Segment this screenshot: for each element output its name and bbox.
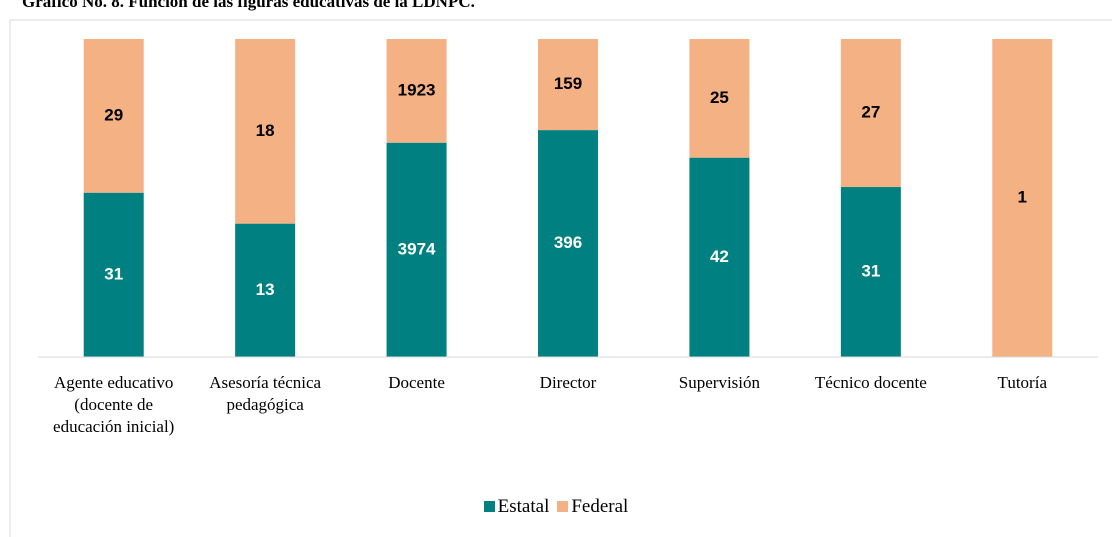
bar-segment	[386, 142, 447, 357]
value-label: 3974	[398, 239, 436, 258]
bar-segment	[538, 130, 598, 357]
legend: Estatal Federal	[0, 496, 1112, 518]
bar-segment	[992, 39, 1053, 357]
x-tick-label: Técnico docente	[814, 373, 927, 392]
bar-segment	[83, 192, 144, 357]
chart-frame	[9, 19, 1112, 537]
value-label: 1923	[398, 80, 436, 99]
x-tick-label: Docente	[388, 373, 445, 392]
value-label: 159	[554, 74, 582, 93]
bar-segment	[840, 39, 901, 188]
legend-item: Federal	[557, 496, 628, 518]
legend-label: Estatal	[497, 496, 550, 517]
legend-swatch	[483, 501, 495, 512]
value-label: 25	[710, 88, 729, 107]
chart-title: Gráfico No. 8. Función de las figuras ed…	[22, 0, 475, 11]
legend-swatch	[557, 501, 569, 512]
bar-segment	[689, 39, 750, 158]
value-label: 27	[861, 103, 880, 122]
bar-segment	[235, 223, 296, 357]
x-tick-label: Director	[539, 373, 597, 392]
value-label: 13	[256, 280, 275, 299]
x-tick-label: Tutoría	[997, 373, 1047, 392]
legend-label: Federal	[571, 496, 629, 517]
value-label: 1	[1018, 187, 1027, 206]
x-tick-label: Asesoría técnica pedagógica	[209, 373, 322, 414]
bar-segment	[689, 157, 750, 357]
value-label: 31	[861, 262, 880, 281]
bar-segment	[235, 39, 296, 224]
value-label: 396	[554, 233, 582, 252]
x-tick-label: Agente educativo (docente de educación i…	[53, 373, 175, 436]
legend-item: Estatal	[483, 496, 550, 518]
x-tick-label: Supervisión	[678, 373, 761, 392]
value-label: 29	[104, 105, 123, 124]
bar-segment	[386, 39, 447, 143]
value-label: 31	[104, 264, 123, 283]
value-label: 42	[710, 247, 729, 266]
bar-segment	[840, 187, 901, 357]
value-label: 18	[256, 121, 275, 140]
bar-segment	[83, 39, 144, 193]
bar-segment	[538, 39, 598, 131]
